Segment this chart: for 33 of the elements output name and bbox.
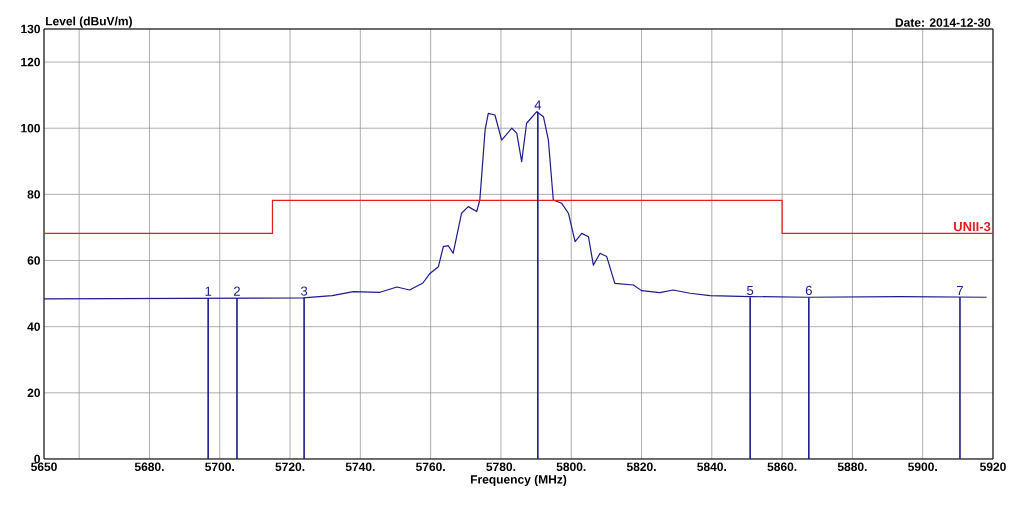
- x-tick-label: 5650: [31, 462, 57, 472]
- x-tick-label: 5820.: [626, 462, 656, 472]
- x-tick-label: 5780.: [486, 462, 516, 472]
- y-tick-label: 20: [27, 388, 40, 398]
- x-tick-label: 5920: [980, 462, 1006, 472]
- series-label: UNII-3: [954, 221, 991, 232]
- y-tick-label: 40: [27, 322, 40, 331]
- x-tick-label: 5720.: [275, 462, 305, 472]
- x-tick-label: 5860.: [767, 462, 797, 472]
- y-tick-label: 60: [27, 256, 40, 265]
- x-tick-label: 5800.: [556, 462, 586, 472]
- annotation: 1: [205, 286, 212, 296]
- y-tick-label: 130: [21, 24, 40, 34]
- y-tick-label: 0: [34, 454, 40, 464]
- annotation: 6: [805, 285, 812, 296]
- annotation: 4: [534, 100, 542, 110]
- x-tick-label: 5900.: [908, 462, 937, 472]
- x-tick-label: 5840.: [697, 462, 726, 472]
- y-axis-title: Level (dBuV/m): [46, 16, 132, 28]
- x-tick-label: 5760.: [416, 462, 445, 472]
- y-tick-label: 120: [21, 57, 40, 67]
- x-tick-label: 5680.: [134, 462, 164, 472]
- annotation: 5: [747, 285, 754, 296]
- y-tick-label: 80: [27, 190, 40, 199]
- y-tick-label: 100: [21, 123, 40, 133]
- chart-subtitle: Date: 2014-12-30: [895, 18, 991, 27]
- x-tick-label: 5740.: [345, 462, 375, 472]
- annotation: 2: [234, 286, 240, 296]
- x-tick-label: 5880.: [837, 462, 867, 472]
- annotation: 3: [300, 286, 308, 296]
- x-axis-title: Frequency (MHz): [470, 474, 567, 487]
- annotation: 7: [957, 286, 963, 296]
- x-tick-label: 5700.: [205, 462, 234, 472]
